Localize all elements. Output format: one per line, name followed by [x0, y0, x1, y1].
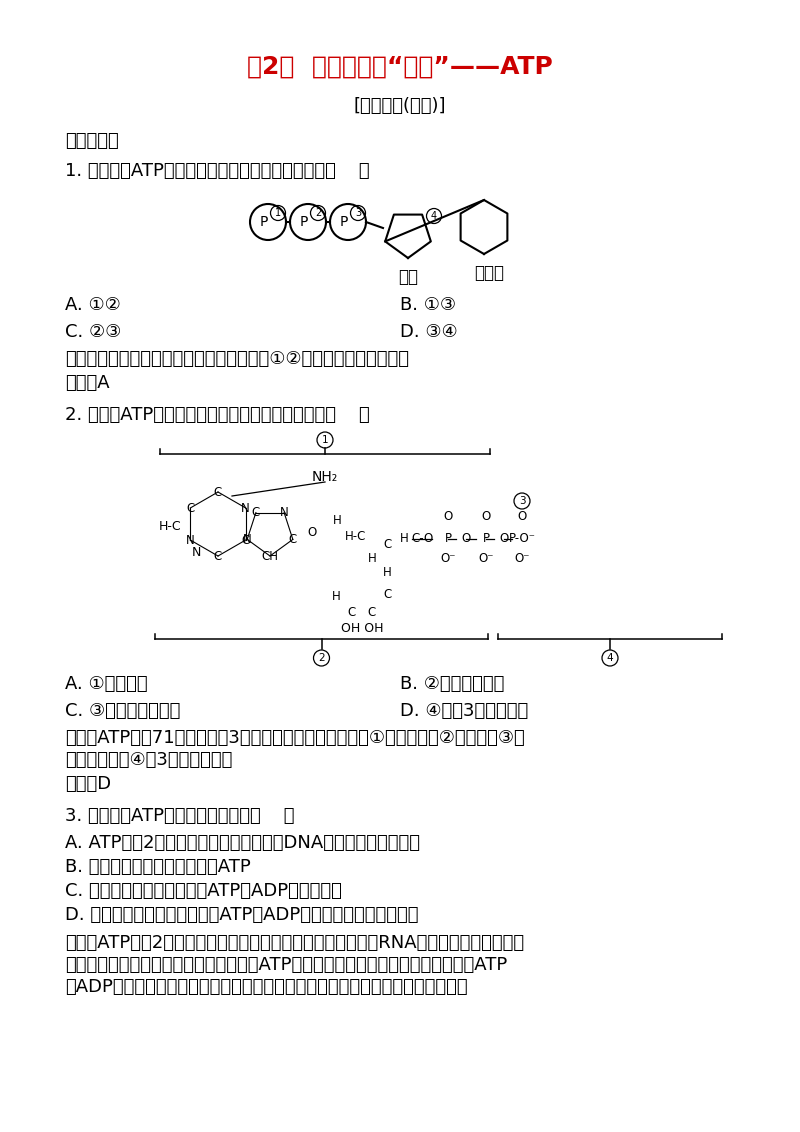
Text: H: H [400, 532, 408, 546]
Text: 2. 下面对ATP结构简式中标号的识别中，正确的是（    ）: 2. 下面对ATP结构简式中标号的识别中，正确的是（ ） [65, 406, 370, 424]
Text: 2: 2 [315, 208, 321, 218]
Text: P: P [300, 215, 308, 229]
Text: C-O: C-O [411, 532, 433, 546]
Text: P: P [260, 215, 268, 229]
Text: C: C [214, 549, 222, 563]
Text: H: H [332, 590, 340, 602]
Text: C. ③代表普通磷酸键: C. ③代表普通磷酸键 [65, 702, 180, 720]
Text: 第2节  细胞的能量“通货”——ATP: 第2节 细胞的能量“通货”——ATP [247, 55, 553, 79]
Text: N: N [280, 506, 289, 520]
Text: 高能磷酸键，④为3个磷酸基团。: 高能磷酸键，④为3个磷酸基团。 [65, 751, 232, 769]
Text: N: N [191, 546, 201, 558]
Text: 解析：高能磷酸键位于磷酸基团之间，图中①②位置表示高能磷酸键。: 解析：高能磷酸键位于磷酸基团之间，图中①②位置表示高能磷酸键。 [65, 350, 409, 368]
Text: 解析：ATP脱去2分子磷酸的剩余部分是腺嘴呐核糖核苷酸，是RNA的基本组成单位之一；: 解析：ATP脱去2分子磷酸的剩余部分是腺嘴呐核糖核苷酸，是RNA的基本组成单位之… [65, 934, 524, 952]
Text: H: H [368, 551, 376, 565]
Text: 1. 下图表示ATP的结构，其中表示高能磷酸键的是（    ）: 1. 下图表示ATP的结构，其中表示高能磷酸键的是（ ） [65, 162, 370, 180]
Text: 绿色植物可通过光合作用和呼吸作用产生ATP；大脑思考问题需消耗能量；当细胞中ATP: 绿色植物可通过光合作用和呼吸作用产生ATP；大脑思考问题需消耗能量；当细胞中AT… [65, 957, 507, 974]
Text: D. 长期不进食的病人，细胞中ATP与ADP的含量难以达到动态平衡: D. 长期不进食的病人，细胞中ATP与ADP的含量难以达到动态平衡 [65, 906, 418, 924]
Text: 4: 4 [431, 211, 437, 221]
Text: CH: CH [262, 549, 278, 563]
Text: 2: 2 [318, 653, 325, 663]
Text: H-C: H-C [158, 520, 182, 532]
Text: 3: 3 [355, 208, 361, 218]
Text: O: O [499, 532, 509, 546]
Text: D. ④代表3个磷酸基团: D. ④代表3个磷酸基团 [400, 702, 528, 720]
Text: C. ②③: C. ②③ [65, 323, 122, 341]
Text: 3: 3 [518, 496, 526, 506]
Text: 答案：D: 答案：D [65, 775, 111, 794]
Text: C: C [252, 506, 260, 520]
Text: N: N [186, 533, 194, 547]
Text: D. ③④: D. ③④ [400, 323, 458, 341]
Text: P: P [445, 532, 451, 546]
Text: B. ①③: B. ①③ [400, 295, 456, 314]
Text: C: C [383, 538, 391, 550]
Text: A. ①代表腺苷: A. ①代表腺苷 [65, 675, 148, 693]
Text: 核糖: 核糖 [398, 268, 418, 286]
Text: A. ①②: A. ①② [65, 295, 121, 314]
Text: N: N [242, 533, 251, 546]
Text: O⁻: O⁻ [478, 552, 494, 566]
Text: 腺嘌呤: 腺嘌呤 [474, 264, 504, 282]
Text: C. 大脑在思考问题时，伴随ATP与ADP的相互转化: C. 大脑在思考问题时，伴随ATP与ADP的相互转化 [65, 882, 342, 900]
Text: B. ②代表脱氧核糖: B. ②代表脱氧核糖 [400, 675, 504, 693]
Text: C: C [368, 606, 376, 618]
Text: C: C [383, 588, 391, 600]
Text: A. ATP脱去2分子磷酸的剩余部分是构成DNA分子的基本单位之一: A. ATP脱去2分子磷酸的剩余部分是构成DNA分子的基本单位之一 [65, 834, 420, 852]
Text: 4: 4 [606, 653, 614, 663]
Text: 答案：A: 答案：A [65, 374, 110, 392]
Text: P: P [482, 532, 490, 546]
Text: O: O [462, 532, 470, 546]
Text: C: C [289, 533, 297, 546]
Text: 1: 1 [275, 208, 281, 218]
Text: H: H [333, 514, 342, 526]
Text: N: N [242, 501, 250, 515]
Text: O⁻: O⁻ [440, 552, 456, 566]
Text: O: O [443, 511, 453, 523]
Text: NH₂: NH₂ [312, 470, 338, 484]
Text: 3. 下列关于ATP的叙述，正确的是（    ）: 3. 下列关于ATP的叙述，正确的是（ ） [65, 807, 294, 825]
Text: P-O⁻: P-O⁻ [509, 532, 535, 546]
Text: C: C [348, 606, 356, 618]
Text: 和ADP含量不能达到动态平衡时就是死亡之时，病人可以通过输液获得营养物质。: 和ADP含量不能达到动态平衡时就是死亡之时，病人可以通过输液获得营养物质。 [65, 978, 468, 996]
Text: B. 绿色植物只在叶绿体中产生ATP: B. 绿色植物只在叶绿体中产生ATP [65, 858, 250, 876]
Text: C: C [214, 486, 222, 498]
Text: O: O [307, 525, 317, 539]
Text: H-C: H-C [346, 530, 366, 542]
Text: 解析：ATP是甔71分子腺苷和3分子磷酸基团构成的，其中①为腺嘴呐，②为核糖，③为: 解析：ATP是甔71分子腺苷和3分子磷酸基团构成的，其中①为腺嘴呐，②为核糖，③… [65, 729, 525, 747]
Text: 一、选择题: 一、选择题 [65, 132, 118, 151]
Text: O⁻: O⁻ [514, 552, 530, 566]
Text: P: P [340, 215, 348, 229]
Text: H: H [382, 566, 391, 578]
Text: O: O [482, 511, 490, 523]
Text: OH OH: OH OH [341, 621, 383, 635]
Text: O: O [518, 511, 526, 523]
Text: C: C [242, 533, 250, 547]
Text: C: C [186, 501, 194, 515]
Text: [课时作业(十四)]: [课时作业(十四)] [354, 97, 446, 115]
Text: 1: 1 [322, 435, 328, 445]
